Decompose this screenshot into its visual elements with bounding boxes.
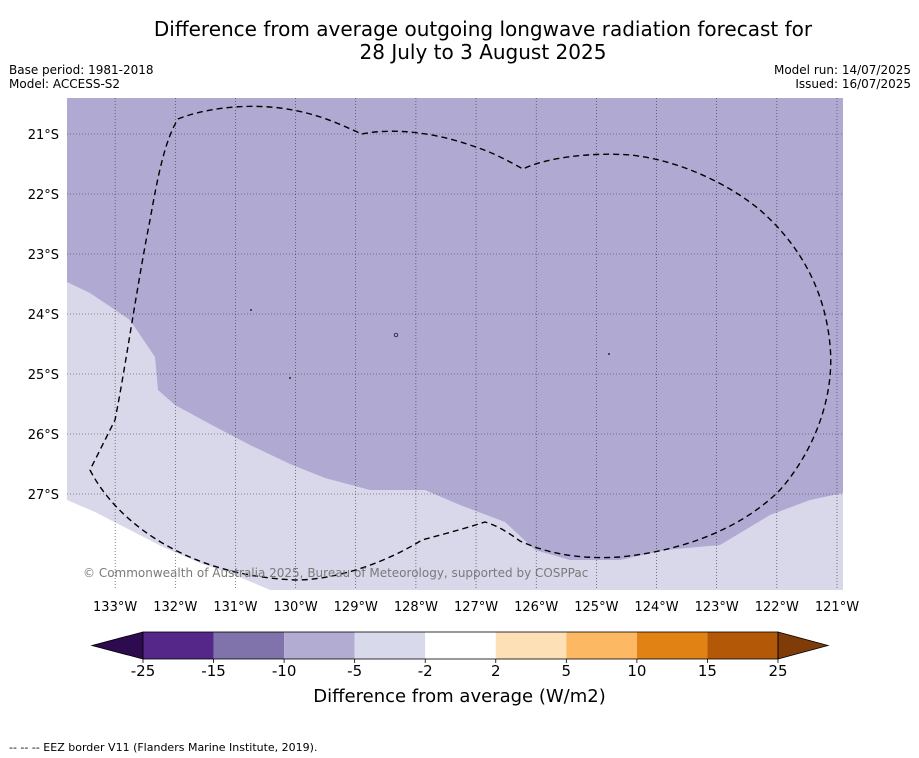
island-marker: [608, 353, 610, 355]
colorbar-segment: [707, 632, 778, 659]
lat-tick-label: 27°S: [28, 488, 59, 503]
colorbar-tick-label: 15: [698, 662, 717, 680]
colorbar-segment: [354, 632, 426, 659]
lat-tick-label: 24°S: [28, 308, 59, 323]
colorbar-extend-low: [90, 631, 144, 660]
colorbar-segment: [284, 632, 355, 659]
meta-right: Model run: 14/07/2025 Issued: 16/07/2025: [774, 63, 911, 91]
colorbar-frame: [142, 631, 779, 660]
colorbar-segment: [566, 632, 637, 659]
lon-tick-label: 132°W: [153, 600, 197, 615]
colorbar-segment: [213, 632, 285, 659]
base-period: Base period: 1981-2018: [9, 63, 154, 77]
lon-tick-label: 129°W: [334, 600, 378, 615]
colorbar-tick-label: -5: [347, 662, 362, 680]
colorbar-label: Difference from average (W/m2): [313, 686, 606, 707]
colorbar-tick-label: 5: [562, 662, 572, 680]
lon-tick-label: 122°W: [755, 600, 799, 615]
meta-left: Base period: 1981-2018 Model: ACCESS-S2: [9, 63, 154, 91]
colorbar-tick-label: 2: [491, 662, 501, 680]
colorbar-segment: [636, 632, 708, 659]
colorbar-tick-label: -25: [131, 662, 156, 680]
lat-tick-label: 22°S: [28, 188, 59, 203]
anomaly-region-neutral: [67, 500, 270, 590]
colorbar-tick-label: -10: [272, 662, 297, 680]
lon-tick-label: 125°W: [574, 600, 618, 615]
island-marker: [289, 377, 291, 379]
colorbar: -25 -15 -10 -5 -2 2 5 10 15 25: [90, 631, 830, 680]
issued-date: Issued: 16/07/2025: [795, 77, 911, 91]
island-marker: [393, 332, 399, 338]
lat-tick-label: 25°S: [28, 368, 59, 383]
lon-tick-label: 131°W: [213, 600, 257, 615]
grid-lines: [67, 98, 843, 590]
lon-tick-label: 130°W: [274, 600, 318, 615]
lon-tick-label: 128°W: [394, 600, 438, 615]
lat-tick-label: 26°S: [28, 428, 59, 443]
model-name: Model: ACCESS-S2: [9, 77, 121, 91]
colorbar-tick-label: 25: [768, 662, 787, 680]
anomaly-region-light: [67, 282, 843, 590]
lon-tick-label: 133°W: [93, 600, 137, 615]
colorbar-segment: [425, 632, 496, 659]
copyright-notice: © Commonwealth of Australia 2025, Bureau…: [83, 566, 589, 580]
model-run: Model run: 14/07/2025: [773, 63, 911, 77]
colorbar-segment: [495, 632, 567, 659]
lat-tick-label: 23°S: [28, 248, 59, 263]
lon-tick-label: 126°W: [514, 600, 558, 615]
page-title: Difference from average outgoing longwav…: [0, 18, 919, 64]
footnote-legend: -- -- -- EEZ border V11 (Flanders Marine…: [9, 741, 318, 754]
lat-tick-label: 21°S: [28, 128, 59, 143]
eez-border: [89, 105, 832, 581]
colorbar-tick-label: -2: [418, 662, 433, 680]
colorbar-tick-label: -15: [201, 662, 226, 680]
title-line-1: Difference from average outgoing longwav…: [153, 17, 813, 41]
lat-axis-labels: 21°S 22°S 23°S 24°S 25°S 26°S 27°S: [28, 128, 59, 503]
colorbar-extend-high: [777, 631, 830, 660]
lon-tick-label: 123°W: [695, 600, 739, 615]
lon-axis-labels: 133°W 132°W 131°W 130°W 129°W 128°W 127°W 126°W…: [93, 600, 859, 615]
colorbar-tick-label: 10: [627, 662, 646, 680]
lon-tick-label: 127°W: [454, 600, 498, 615]
island-marker: [250, 309, 252, 311]
lon-tick-label: 124°W: [634, 600, 678, 615]
colorbar-segment: [143, 632, 214, 659]
lon-tick-label: 121°W: [815, 600, 859, 615]
title-line-2: 28 July to 3 August 2025: [359, 40, 607, 64]
